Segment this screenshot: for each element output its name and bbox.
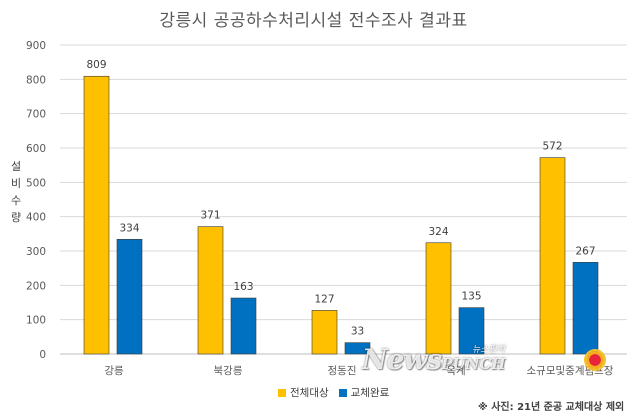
y-tick-label: 500 [26, 177, 46, 189]
legend-label-series-1: 전체대상 [290, 387, 329, 399]
legend-swatch-series-1 [278, 388, 286, 397]
photo-caption: ※ 사진: 21년 준공 교체대상 제외 [478, 402, 625, 413]
y-tick-label: 0 [39, 349, 46, 361]
bar [425, 242, 452, 355]
data-label: 334 [119, 222, 139, 234]
y-tick-label: 700 [26, 109, 46, 121]
y-tick-label: 200 [26, 280, 46, 292]
data-label: 267 [575, 245, 595, 257]
y-tick-label: 800 [26, 74, 46, 86]
data-label: 324 [428, 226, 448, 238]
bar [83, 75, 110, 355]
legend-swatch-series-2 [338, 388, 347, 397]
y-tick-label: 900 [26, 40, 46, 52]
watermark-logo: NewsPUNCH [362, 343, 506, 376]
chart-title: 강릉시 공공하수처리시설 전수조사 결과표 [159, 11, 468, 31]
y-tick-label: 400 [26, 212, 46, 224]
data-label: 33 [351, 326, 364, 338]
bar [572, 262, 599, 355]
bar [197, 226, 224, 355]
bar [344, 342, 371, 355]
x-tick-label: 옥계 [446, 365, 465, 377]
y-tick-label: 300 [26, 246, 46, 258]
x-tick-label: 정동진 [328, 365, 357, 377]
data-label: 135 [461, 291, 481, 303]
bar [539, 157, 566, 355]
data-label: 809 [86, 59, 106, 71]
x-tick-label: 강릉 [104, 365, 124, 377]
legend-item-series-1: 전체대상 [278, 385, 329, 400]
data-label: 572 [542, 141, 562, 153]
data-label: 163 [233, 281, 253, 293]
watermark-sub: 뉴스펀치 [472, 345, 506, 355]
y-axis-label: 설비수량 [10, 160, 22, 224]
bar [311, 310, 338, 355]
data-label: 371 [200, 210, 220, 222]
data-label: 127 [314, 293, 334, 305]
legend: 전체대상 교체완료 [278, 385, 399, 400]
legend-item-series-2: 교체완료 [338, 385, 390, 400]
y-tick-label: 100 [26, 315, 46, 327]
y-tick-label: 600 [26, 143, 46, 155]
bar [458, 307, 485, 355]
bar [116, 239, 143, 355]
bar [230, 297, 257, 355]
x-tick-label: 북강릉 [214, 365, 243, 377]
legend-label-series-2: 교체완료 [350, 387, 390, 399]
watermark-badge-icon [586, 351, 604, 369]
